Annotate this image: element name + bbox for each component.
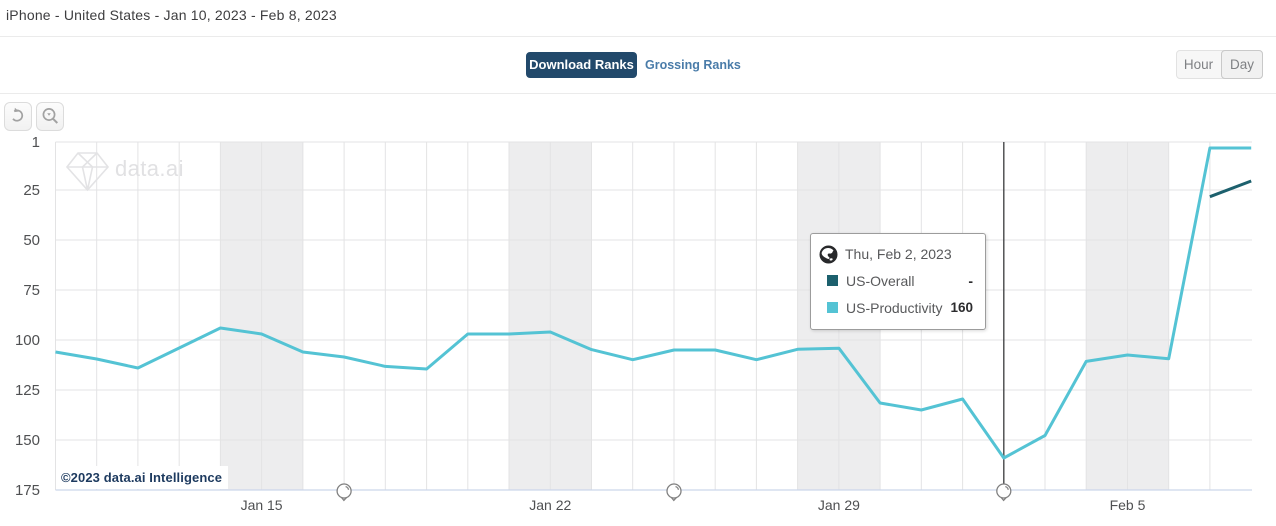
svg-text:Jan 22: Jan 22: [529, 497, 571, 513]
svg-text:1: 1: [32, 134, 40, 151]
svg-text:150: 150: [15, 432, 40, 449]
svg-text:100: 100: [15, 332, 40, 349]
svg-text:50: 50: [23, 232, 40, 249]
svg-text:175: 175: [15, 482, 40, 499]
svg-text:Jan 29: Jan 29: [818, 497, 860, 513]
svg-text:125: 125: [15, 382, 40, 399]
svg-text:25: 25: [23, 182, 40, 199]
svg-text:75: 75: [23, 282, 40, 299]
svg-text:Jan 15: Jan 15: [241, 497, 283, 513]
svg-text:Feb 5: Feb 5: [1110, 497, 1146, 513]
svg-text:data.ai: data.ai: [115, 156, 184, 181]
